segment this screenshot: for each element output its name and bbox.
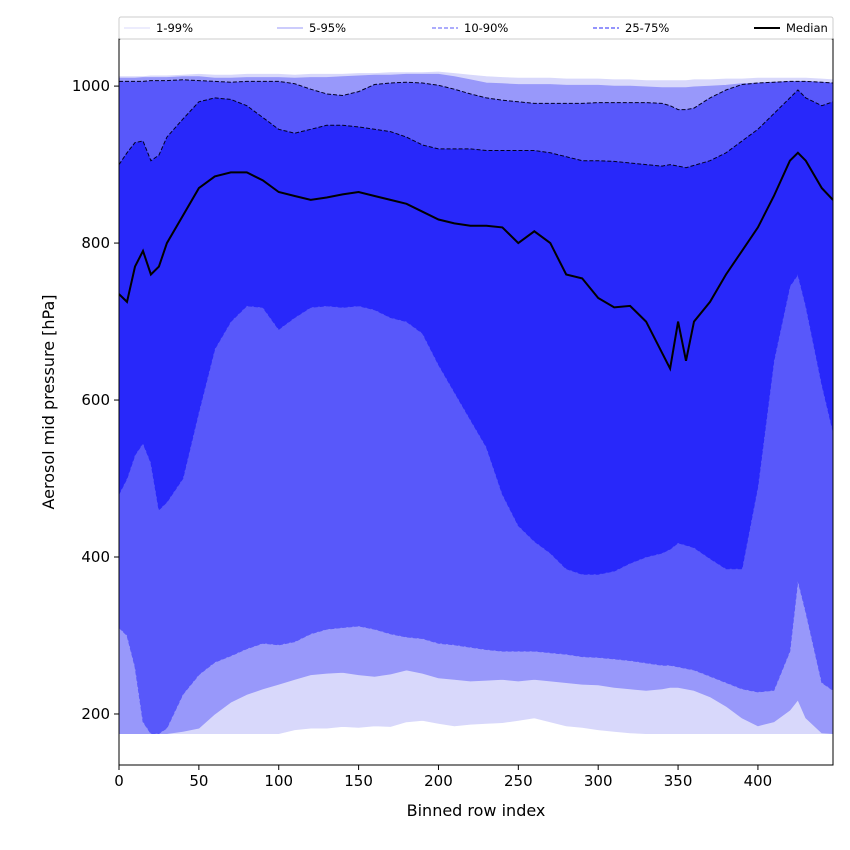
x-tick-label: 300 xyxy=(584,772,613,790)
y-tick-label: 400 xyxy=(81,548,110,566)
y-tick-label: 600 xyxy=(81,391,110,409)
band-10-90--lower-edge xyxy=(119,580,833,734)
x-tick-label: 350 xyxy=(664,772,693,790)
legend-label: 10-90% xyxy=(464,21,508,35)
band-25-75--upper-edge xyxy=(119,89,833,169)
x-tick-label: 150 xyxy=(344,772,373,790)
x-tick-label: 100 xyxy=(264,772,293,790)
y-axis-title: Aerosol mid pressure [hPa] xyxy=(39,294,58,509)
legend-label: Median xyxy=(786,21,828,35)
y-tick-label: 1000 xyxy=(72,77,110,95)
y-tick-label: 200 xyxy=(81,705,110,723)
x-tick-label: 0 xyxy=(114,772,124,790)
plot-area xyxy=(119,71,833,734)
median-line xyxy=(119,151,833,372)
x-axis-title: Binned row index xyxy=(407,801,546,820)
band-10-90--upper-edge xyxy=(119,79,833,111)
x-tick-label: 200 xyxy=(424,772,453,790)
legend-label: 25-75% xyxy=(625,21,669,35)
band-5-95--upper-edge xyxy=(119,73,833,89)
x-tick-label: 250 xyxy=(504,772,533,790)
band-5-95--lower-edge xyxy=(119,669,833,734)
legend-box xyxy=(118,16,834,40)
legend: 1-99% 5-95% 10-90% 25-75% Median xyxy=(118,16,834,40)
band-25-75- xyxy=(119,90,833,575)
x-tick-label: 50 xyxy=(189,772,208,790)
band-1-99--upper-edge xyxy=(119,71,833,81)
band-25-75--lower-edge xyxy=(119,273,833,575)
legend-label: 5-95% xyxy=(309,21,346,35)
x-tick-label: 400 xyxy=(744,772,773,790)
legend-label: 1-99% xyxy=(156,21,193,35)
y-tick-label: 800 xyxy=(81,234,110,252)
band-1-99--lower-edge xyxy=(119,717,833,734)
